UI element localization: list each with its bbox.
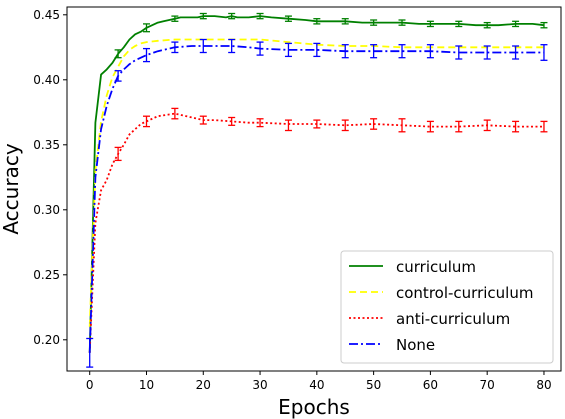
legend-label-curriculum: curriculum [396,258,476,276]
error-bar-none [142,47,150,63]
series-none [86,38,548,368]
error-bar-anti-curriculum [313,119,321,129]
series-line-none [88,45,544,353]
x-tick-label: 60 [423,378,438,392]
axes-frame [66,6,562,372]
legend-label-control-curriculum: control-curriculum [396,284,533,302]
legend-item-curriculum: curriculum [349,258,476,276]
error-bar-anti-curriculum [370,118,378,130]
y-axis-ticks: 0.20 0.25 0.30 0.35 0.40 0.45 [33,8,67,347]
error-bar-anti-curriculum [540,120,548,133]
error-bar-curriculum [398,19,406,26]
x-tick-label: 0 [86,378,94,392]
error-bar-none [483,45,491,60]
error-bar-none [313,42,321,58]
y-tick-label: 0.40 [33,73,60,87]
error-bar-none [398,44,406,59]
legend-box [340,250,554,364]
error-bar-curriculum [284,15,292,22]
error-bar-curriculum [256,12,264,20]
error-bar-anti-curriculum [142,115,150,128]
x-tick-label: 20 [196,378,211,392]
error-bar-anti-curriculum [455,120,463,133]
error-bar-curriculum [455,20,463,28]
error-bar-anti-curriculum [512,120,520,133]
error-bar-none [540,44,548,61]
error-bar-none [284,42,292,58]
error-bar-curriculum [540,21,548,29]
y-tick-label: 0.20 [33,333,60,347]
y-axis-label: Accuracy [0,143,23,234]
error-bar-curriculum [426,20,434,28]
series-layer [86,12,548,368]
error-bar-anti-curriculum [199,115,207,125]
error-bar-curriculum [341,18,349,25]
error-bar-none [426,44,434,59]
error-bar-curriculum [171,15,179,22]
error-bar-none [341,44,349,59]
x-tick-label: 50 [366,378,381,392]
error-bar-anti-curriculum [256,118,264,128]
error-bar-curriculum [512,20,520,28]
error-bar-none [370,44,378,59]
y-tick-label: 0.35 [33,138,60,152]
error-bar-anti-curriculum [114,146,122,162]
error-bar-curriculum [313,18,321,25]
x-tick-label: 10 [139,378,154,392]
error-bar-none [256,41,264,56]
error-bar-curriculum [142,23,150,33]
error-bar-curriculum [114,49,122,59]
x-axis-ticks: 0 10 20 30 40 50 60 70 80 [86,371,552,392]
y-tick-label: 0.30 [33,203,60,217]
x-tick-label: 30 [252,378,267,392]
error-bar-anti-curriculum [171,107,179,120]
error-bar-curriculum [228,12,236,20]
error-bar-none [455,45,463,60]
legend-item-anti-curriculum: anti-curriculum [349,310,510,328]
error-bar-anti-curriculum [284,119,292,132]
legend-label-none: None [396,336,435,354]
error-bar-anti-curriculum [341,119,349,132]
error-bar-none [86,337,94,368]
error-bar-none [512,45,520,60]
error-bar-curriculum [199,12,207,20]
x-tick-label: 80 [536,378,551,392]
error-bar-none [228,38,236,54]
error-bar-none [171,41,179,54]
y-tick-label: 0.25 [33,268,60,282]
x-tick-label: 40 [309,378,324,392]
x-tick-label: 70 [480,378,495,392]
x-axis-label: Epochs [278,395,350,419]
error-bar-anti-curriculum [426,120,434,133]
error-bar-none [114,70,122,82]
error-bar-anti-curriculum [228,116,236,126]
error-bar-none [199,38,207,54]
error-bar-anti-curriculum [483,119,491,132]
error-bar-curriculum [483,21,491,29]
error-bar-anti-curriculum [398,118,406,133]
legend-label-anti-curriculum: anti-curriculum [396,310,510,328]
y-tick-label: 0.45 [33,8,60,22]
legend: curriculum control-curriculum anti-curricu… [340,250,554,364]
error-bar-curriculum [370,19,378,26]
legend-item-control-curriculum: control-curriculum [349,284,533,302]
series-curriculum [88,12,548,353]
legend-item-none: None [349,336,435,354]
series-anti-curriculum [88,107,548,353]
